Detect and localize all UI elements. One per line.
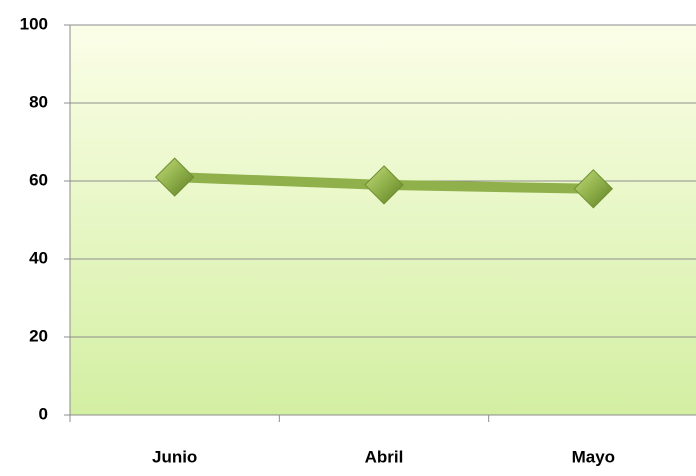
x-tick-label: Mayo xyxy=(572,447,615,466)
marker xyxy=(573,169,614,209)
y-tick-label: 60 xyxy=(29,170,48,189)
y-tick-label: 80 xyxy=(29,92,48,111)
marker xyxy=(154,157,195,197)
y-tick-label: 20 xyxy=(29,326,48,345)
y-tick-label: 40 xyxy=(29,248,48,267)
marker xyxy=(364,165,404,205)
y-tick-label: 0 xyxy=(39,404,48,423)
x-tick-label: Junio xyxy=(152,447,197,466)
plot-area xyxy=(70,25,696,415)
x-tick-label: Abril xyxy=(365,447,404,466)
y-tick-label: 100 xyxy=(20,14,48,33)
